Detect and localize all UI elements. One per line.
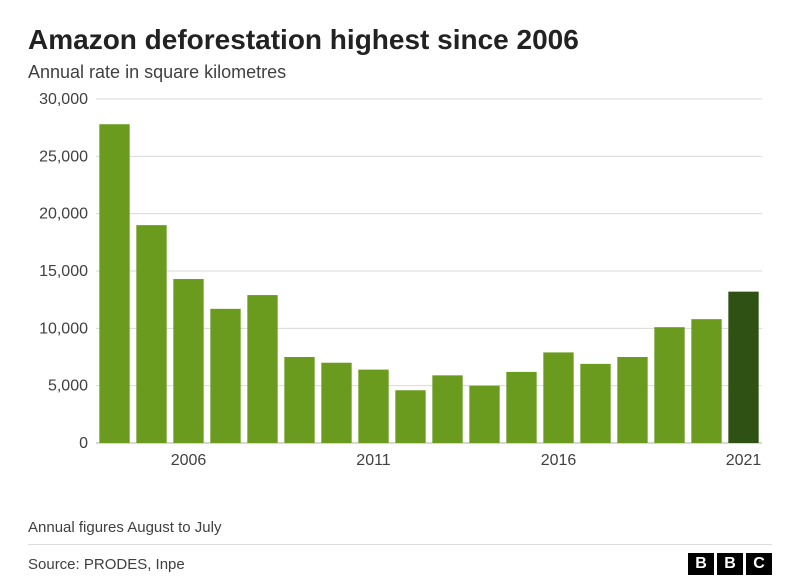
chart-area: 0 5,000 10,000 15,000 20,000 25,000 30,000 2006… <box>28 93 772 509</box>
bar <box>543 353 573 444</box>
chart-title: Amazon deforestation highest since 2006 <box>28 24 772 56</box>
bar <box>99 124 129 443</box>
bar <box>321 363 351 443</box>
chart-subtitle: Annual rate in square kilometres <box>28 62 772 83</box>
y-tick-label: 10,000 <box>39 321 88 338</box>
bar <box>617 357 647 443</box>
x-tick-label: 2006 <box>171 452 207 469</box>
y-tick-label: 30,000 <box>39 93 88 108</box>
bar <box>210 309 240 443</box>
bar <box>728 292 758 443</box>
y-tick-label: 0 <box>79 435 88 452</box>
bar <box>395 390 425 443</box>
bar <box>247 295 277 443</box>
bbc-logo-b1: B <box>688 553 714 575</box>
bar <box>284 357 314 443</box>
bar <box>432 376 462 444</box>
source-row: Source: PRODES, Inpe B B C <box>28 544 772 575</box>
y-tick-label: 25,000 <box>39 149 88 166</box>
x-tick-label: 2016 <box>541 452 577 469</box>
chart-source: Source: PRODES, Inpe <box>28 556 185 573</box>
bbc-logo-b2: B <box>717 553 743 575</box>
bar <box>506 372 536 443</box>
bar <box>358 370 388 443</box>
y-tick-label: 20,000 <box>39 206 88 223</box>
bar <box>469 386 499 443</box>
bar <box>691 319 721 443</box>
bbc-logo: B B C <box>688 553 772 575</box>
x-tick-label: 2011 <box>356 452 391 469</box>
bbc-logo-c: C <box>746 553 772 575</box>
y-tick-label: 5,000 <box>48 378 88 395</box>
bar <box>173 279 203 443</box>
y-tick-label: 15,000 <box>39 263 88 280</box>
bar <box>136 225 166 443</box>
bar-chart: 0 5,000 10,000 15,000 20,000 25,000 30,000 2006… <box>28 93 772 473</box>
x-tick-label: 2021 <box>726 452 762 469</box>
bar <box>654 327 684 443</box>
bar <box>580 364 610 443</box>
chart-footnote: Annual figures August to July <box>28 509 772 536</box>
